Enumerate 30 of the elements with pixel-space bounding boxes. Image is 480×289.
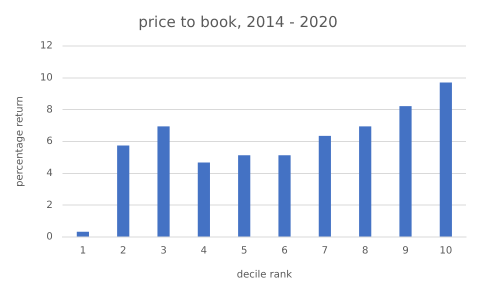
y-tick-label: 6 bbox=[46, 136, 53, 148]
bar bbox=[76, 232, 89, 236]
bar bbox=[359, 126, 372, 236]
y-tick-label: 10 bbox=[40, 72, 53, 84]
bar bbox=[278, 155, 291, 236]
y-tick-label: 2 bbox=[46, 200, 53, 211]
x-tick-label: 6 bbox=[281, 246, 288, 257]
bar bbox=[117, 145, 130, 236]
bar bbox=[157, 126, 170, 236]
x-tick-label: 2 bbox=[120, 246, 126, 257]
y-tick-label: 4 bbox=[46, 168, 53, 179]
bar bbox=[238, 155, 250, 236]
x-axis-title: decile rank bbox=[236, 270, 292, 281]
x-tick-label: 1 bbox=[80, 246, 86, 257]
x-tick-label: 3 bbox=[160, 246, 167, 257]
y-tick-label: 8 bbox=[46, 104, 53, 116]
y-tick-label: 0 bbox=[46, 232, 53, 243]
x-tick-label: 5 bbox=[241, 246, 248, 257]
chart-title: price to book, 2014 - 2020 bbox=[138, 12, 338, 31]
y-tick-label: 12 bbox=[40, 40, 53, 52]
bar bbox=[318, 136, 331, 236]
bar bbox=[198, 162, 210, 236]
bar bbox=[440, 82, 452, 236]
x-tick-label: 4 bbox=[200, 246, 208, 257]
x-tick-label: 10 bbox=[439, 246, 452, 257]
x-tick-label: 9 bbox=[402, 246, 409, 257]
x-tick-label: 8 bbox=[362, 246, 368, 257]
y-axis-title: percentage return bbox=[14, 96, 26, 187]
bar bbox=[399, 106, 412, 236]
x-tick-label: 7 bbox=[322, 246, 328, 257]
